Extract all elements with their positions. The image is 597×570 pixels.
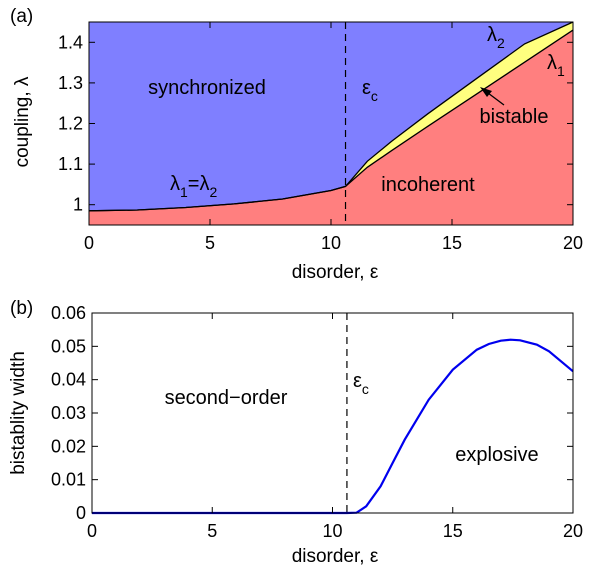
series-lambda2-line: [88, 21, 574, 212]
b-ytick-label-2: 0.02: [51, 436, 86, 456]
x-axis-label-b: disorder, ε: [292, 546, 379, 567]
lambda1-label: λ1: [547, 52, 565, 79]
b-ytick-label-4: 0.04: [51, 370, 86, 390]
axes-frame-b: [91, 312, 574, 514]
critical-label-b: εc: [353, 370, 369, 397]
b-ytick-label-3: 0.03: [51, 403, 86, 423]
region-label-bistable: bistable: [480, 106, 549, 128]
a-ytick-label-3: 1.3: [58, 73, 83, 93]
region-synchronized: [89, 22, 573, 211]
region-label-second-order: second−order: [165, 387, 288, 409]
panel-a: 0 5 10 15 20 1 1.1 1.2 1.3 1.4 (a) disorder, ε c…: [10, 6, 583, 283]
panel-label-b: (b): [10, 298, 33, 319]
panel-b: 0 5 10 15 20 0 0.01 0.02 0.03 0.04 0.05 0.06 (b) d…: [8, 298, 583, 567]
region-label-explosive: explosive: [455, 444, 538, 466]
a-xtick-label-1: 5: [205, 233, 215, 253]
panel-label-a: (a): [10, 6, 33, 27]
b-xtick-label-3: 15: [443, 521, 463, 541]
a-ytick-label-1: 1.1: [58, 154, 83, 174]
b-ytick-label-6: 0.06: [51, 303, 86, 323]
a-ytick-label-0: 1: [73, 195, 83, 215]
b-xtick-label-4: 20: [563, 521, 583, 541]
a-ytick-label-4: 1.4: [58, 32, 83, 52]
y-ticks-b: 0 0.01 0.02 0.03 0.04 0.05 0.06: [51, 303, 573, 523]
b-ytick-label-0: 0: [76, 503, 86, 523]
b-xtick-label-1: 5: [207, 521, 217, 541]
y-axis-label-b: bistablity width: [8, 351, 29, 475]
bistable-arrow: [480, 87, 505, 106]
a-ytick-label-2: 1.2: [58, 114, 83, 134]
b-xtick-label-2: 10: [322, 521, 342, 541]
y-axis-label-a: coupling, λ: [12, 76, 33, 167]
b-xtick-label-0: 0: [87, 521, 97, 541]
x-ticks-a: 0 5 10 15 20: [84, 22, 583, 253]
a-xtick-label-4: 20: [563, 233, 583, 253]
a-xtick-label-2: 10: [321, 233, 341, 253]
series-bistability-width-line: [92, 338, 574, 515]
region-label-incoherent: incoherent: [381, 174, 475, 196]
lambda2-label: λ2: [487, 24, 505, 51]
y-ticks-a: 1 1.1 1.2 1.3 1.4: [58, 32, 573, 215]
equal-lambda-label: λ1=λ2: [170, 173, 217, 200]
x-ticks-b: 0 5 10 15 20: [87, 313, 583, 541]
region-incoherent: [89, 30, 573, 225]
b-ytick-label-5: 0.05: [51, 336, 86, 356]
critical-label-a: εc: [362, 77, 378, 104]
x-axis-label-a: disorder, ε: [292, 262, 379, 283]
a-xtick-label-3: 15: [442, 233, 462, 253]
a-xtick-label-0: 0: [84, 233, 94, 253]
b-ytick-label-1: 0.01: [51, 470, 86, 490]
region-label-synchronized: synchronized: [148, 77, 266, 99]
